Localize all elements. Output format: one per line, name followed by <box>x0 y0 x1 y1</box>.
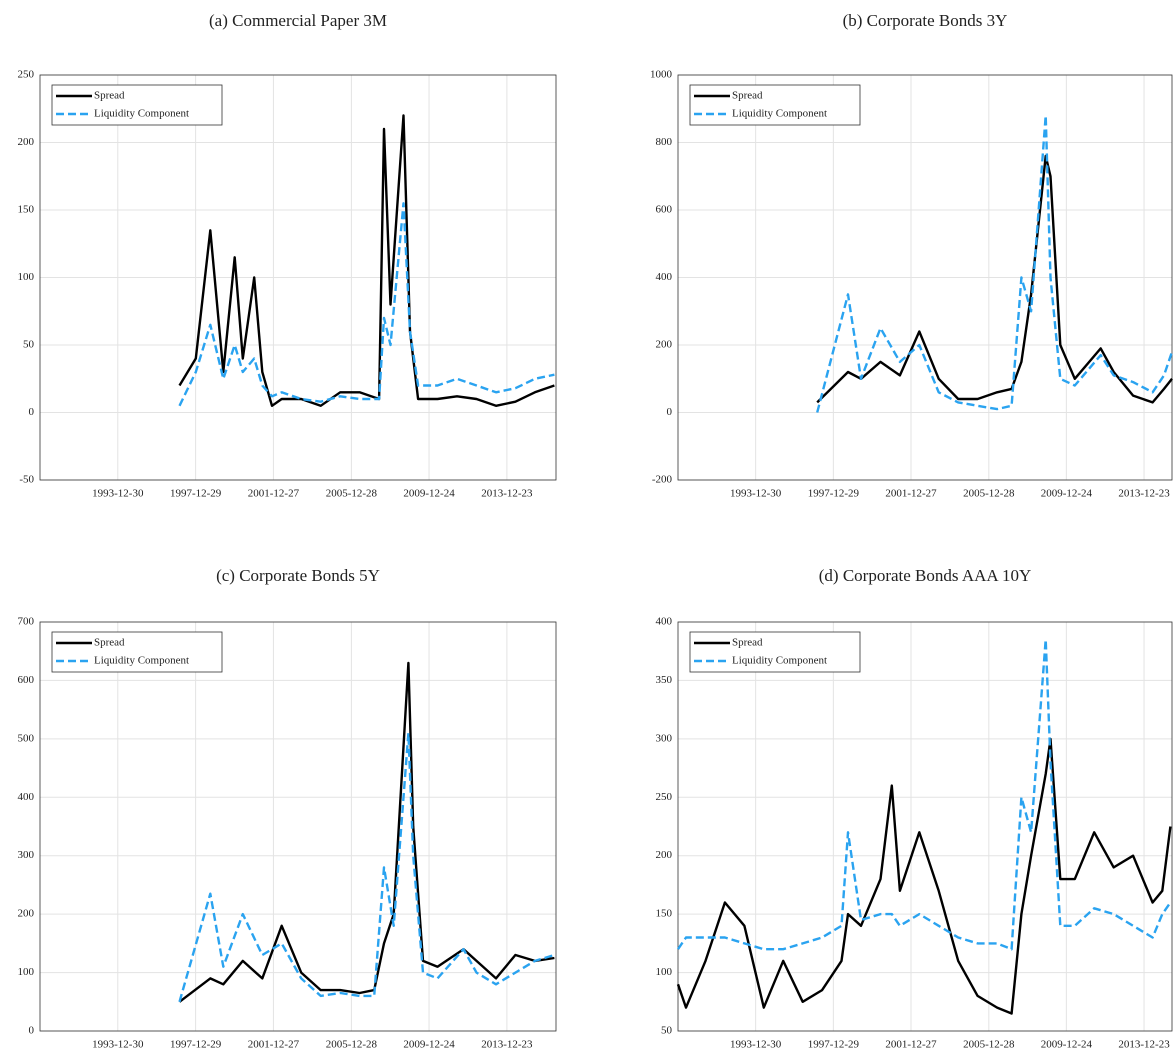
panel-title: (b) Corporate Bonds 3Y <box>843 11 1008 30</box>
series-line <box>178 661 555 1003</box>
y-tick-label: 400 <box>656 616 673 628</box>
x-tick-label: 2001-12-27 <box>248 488 300 500</box>
y-tick-label: 200 <box>656 849 673 861</box>
legend-box <box>51 631 223 673</box>
y-tick-label: 400 <box>18 791 35 803</box>
y-tick-label: 100 <box>18 271 35 283</box>
legend-label: Liquidity Component <box>732 655 827 667</box>
series-line <box>676 737 1172 1015</box>
y-tick-label: 400 <box>656 271 673 283</box>
legend-label: Liquidity Component <box>94 108 189 120</box>
x-tick-label: 2013-12-23 <box>1118 488 1170 500</box>
legend-label: Spread <box>94 637 125 649</box>
x-tick-label: 2013-12-23 <box>481 488 533 500</box>
legend-box <box>689 631 861 673</box>
x-tick-label: 2009-12-24 <box>403 1039 455 1051</box>
y-tick-label: -50 <box>19 474 34 486</box>
plot-area <box>678 622 1172 1031</box>
x-tick-label: 2001-12-27 <box>885 488 937 500</box>
y-tick-label: 150 <box>656 908 673 920</box>
series-line <box>816 114 1173 413</box>
x-tick-label: 2001-12-27 <box>248 1039 300 1051</box>
panel: (a) Commercial Paper 3M -50 0 50 100 150 200 25… <box>18 11 557 500</box>
x-tick-label: 2013-12-23 <box>481 1039 533 1051</box>
y-tick-label: 250 <box>18 69 35 81</box>
x-tick-label: 2005-12-28 <box>326 1039 378 1051</box>
panel: (d) Corporate Bonds AAA 10Y 50 100 150 200 25… <box>656 566 1173 1051</box>
y-tick-label: 300 <box>18 849 35 861</box>
series-line <box>178 731 555 1003</box>
series-line <box>677 638 1172 951</box>
y-tick-label: 200 <box>18 908 35 920</box>
y-tick-label: 100 <box>656 966 673 978</box>
y-tick-label: 100 <box>18 966 35 978</box>
x-tick-label: 1993-12-30 <box>730 488 782 500</box>
x-tick-label: 1993-12-30 <box>92 1039 144 1051</box>
x-tick-label: 1997-12-29 <box>170 1039 222 1051</box>
y-tick-label: 1000 <box>650 69 673 81</box>
x-tick-label: 1997-12-29 <box>808 1039 860 1051</box>
series-line <box>178 202 555 407</box>
legend-label: Liquidity Component <box>94 655 189 667</box>
y-tick-label: 150 <box>18 204 35 216</box>
panel: (c) Corporate Bonds 5Y 0 100 200 300 400 500 60… <box>18 566 557 1051</box>
x-tick-label: 2009-12-24 <box>403 488 455 500</box>
plot-frame <box>39 621 557 1032</box>
panel: (b) Corporate Bonds 3Y -200 0 200 400 600 800 1… <box>650 11 1173 500</box>
y-tick-label: 250 <box>656 791 673 803</box>
panel-title: (a) Commercial Paper 3M <box>209 11 387 30</box>
series-line <box>178 114 555 407</box>
plot-frame <box>677 621 1173 1032</box>
plot-frame <box>39 74 557 481</box>
panel-title: (c) Corporate Bonds 5Y <box>216 566 380 585</box>
y-tick-label: 500 <box>18 732 35 744</box>
legend-label: Spread <box>732 90 763 102</box>
y-tick-label: 600 <box>18 674 35 686</box>
x-tick-label: 2005-12-28 <box>326 488 378 500</box>
legend-label: Spread <box>94 90 125 102</box>
y-tick-label: 350 <box>656 674 673 686</box>
x-tick-label: 2005-12-28 <box>963 488 1015 500</box>
y-tick-label: 0 <box>29 406 35 418</box>
x-tick-label: 1993-12-30 <box>92 488 144 500</box>
y-tick-label: 200 <box>656 339 673 351</box>
y-tick-label: 800 <box>656 136 673 148</box>
y-tick-label: 600 <box>656 204 673 216</box>
x-tick-label: 1997-12-29 <box>808 488 860 500</box>
legend-box <box>689 84 861 126</box>
x-tick-label: 2005-12-28 <box>963 1039 1015 1051</box>
y-tick-label: 0 <box>29 1025 35 1037</box>
y-tick-label: 300 <box>656 732 673 744</box>
plot-frame <box>677 74 1173 481</box>
x-tick-label: 1997-12-29 <box>170 488 222 500</box>
y-tick-label: 0 <box>667 406 673 418</box>
legend-label: Liquidity Component <box>732 108 827 120</box>
series-line <box>816 154 1173 404</box>
y-tick-label: 50 <box>23 339 35 351</box>
y-tick-label: 700 <box>18 616 35 628</box>
y-tick-label: 200 <box>18 136 35 148</box>
y-tick-label: 50 <box>661 1025 673 1037</box>
x-tick-label: 2013-12-23 <box>1118 1039 1170 1051</box>
legend-box <box>51 84 223 126</box>
panel-title: (d) Corporate Bonds AAA 10Y <box>819 566 1031 585</box>
x-tick-label: 1993-12-30 <box>730 1039 782 1051</box>
x-tick-label: 2001-12-27 <box>885 1039 937 1051</box>
y-tick-label: -200 <box>652 474 673 486</box>
x-tick-label: 2009-12-24 <box>1041 488 1093 500</box>
legend-label: Spread <box>732 637 763 649</box>
x-tick-label: 2009-12-24 <box>1041 1039 1093 1051</box>
